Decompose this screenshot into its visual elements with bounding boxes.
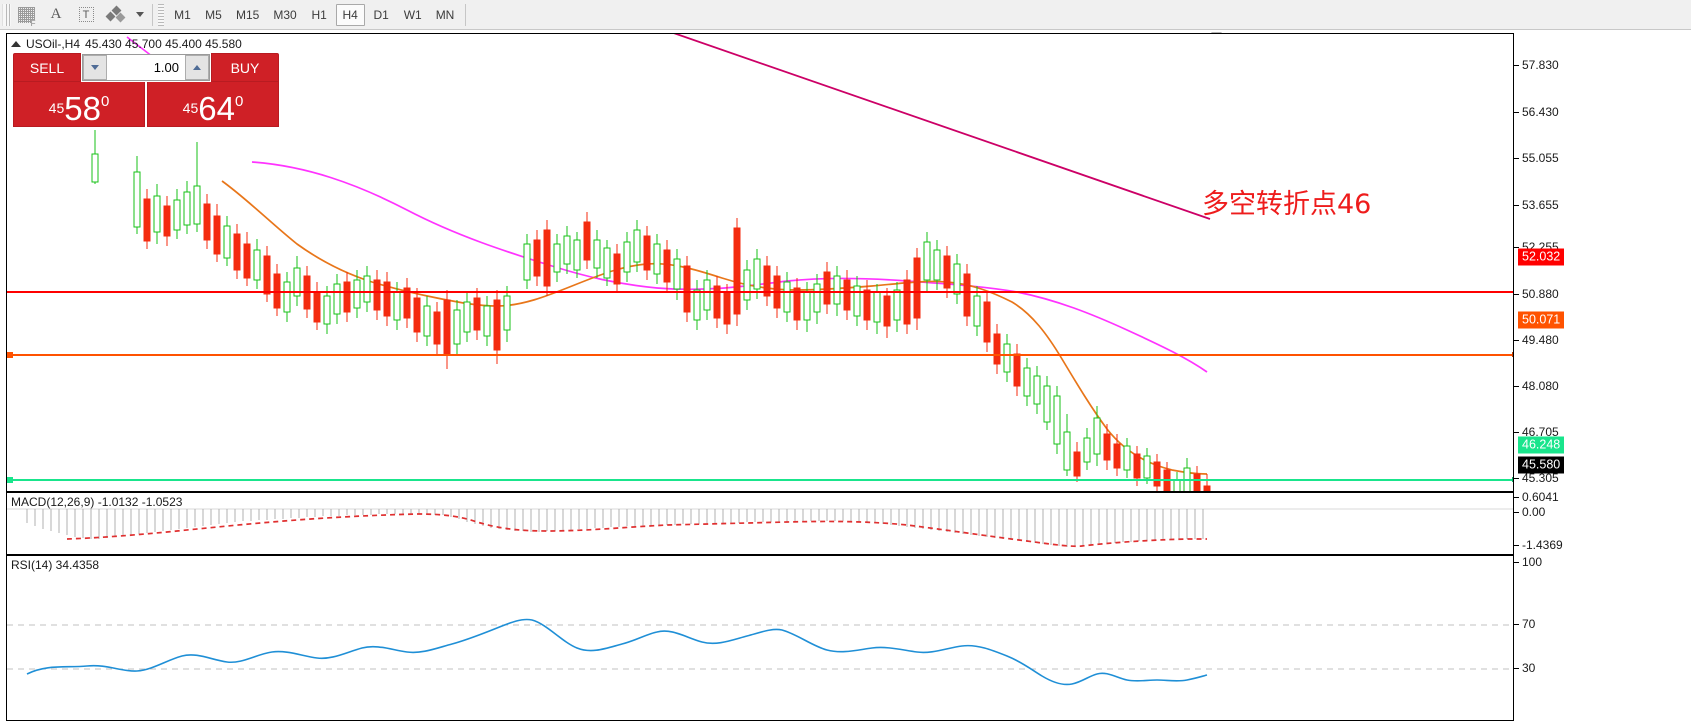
timeframe-d1[interactable]: D1 xyxy=(373,7,389,22)
macd-axis-label-min: -1.4369 xyxy=(1522,538,1563,552)
timeframe-m30[interactable]: M30 xyxy=(273,7,297,22)
timeframe-toolbar-handle[interactable] xyxy=(158,3,164,26)
support-line-46248[interactable] xyxy=(7,477,1513,482)
timeframe-mn[interactable]: MN xyxy=(435,7,455,22)
buy-price-main: 64 xyxy=(198,90,235,127)
support-line-left-knob[interactable] xyxy=(7,477,13,483)
volume-input-group[interactable]: 1.00 xyxy=(82,54,210,81)
objects-icon[interactable] xyxy=(101,2,131,28)
timeframe-m15[interactable]: M15 xyxy=(236,7,260,22)
buy-price-fraction: 0 xyxy=(234,93,244,110)
sell-price-main: 58 xyxy=(64,90,101,127)
rsi-indicator-label: RSI(14) 34.4358 xyxy=(11,558,100,572)
axis-label-50880: 50.880 xyxy=(1522,287,1559,301)
price-separator xyxy=(145,82,147,127)
rsi-chart-svg xyxy=(7,618,1513,686)
pivot-line-left-knob[interactable] xyxy=(7,352,13,358)
toolbar-drag-handle[interactable] xyxy=(2,3,11,26)
axis-label-45305: 45.305 xyxy=(1522,471,1559,485)
axis-label-57830: 57.830 xyxy=(1522,58,1559,72)
sell-button[interactable]: SELL xyxy=(13,53,81,82)
rsi-panel[interactable]: RSI(14) 34.4358 xyxy=(6,555,1513,721)
macd-axis-label-zero: 0.00 xyxy=(1522,505,1546,519)
pivot-price-tag[interactable]: 50.071 xyxy=(1518,311,1565,329)
macd-axis-label-max: 0.6041 xyxy=(1522,490,1559,504)
resistance-price-tag[interactable]: 52.032 xyxy=(1518,248,1565,266)
sell-price-display[interactable]: 45 58 0 xyxy=(13,82,145,127)
collapse-triangle-icon[interactable] xyxy=(11,41,21,47)
axis-label-55055: 55.055 xyxy=(1522,151,1559,165)
rsi-axis-label-70: 70 xyxy=(1522,617,1536,631)
timeframe-m1[interactable]: M1 xyxy=(174,7,191,22)
crosshair-icon[interactable] xyxy=(11,2,41,28)
rsi-axis-label-100: 100 xyxy=(1522,555,1543,569)
volume-decrease-button[interactable] xyxy=(83,55,107,80)
timeframe-h1[interactable]: H1 xyxy=(311,7,327,22)
axis-label-48080: 48.080 xyxy=(1522,379,1559,393)
pivot-line-50071[interactable] xyxy=(7,352,1513,357)
rsi-axis-label-30: 30 xyxy=(1522,661,1536,675)
buy-price-display[interactable]: 45 64 0 xyxy=(147,82,279,127)
toolbar-separator xyxy=(152,3,153,26)
axis-label-49480: 49.480 xyxy=(1522,333,1559,347)
axis-label-53655: 53.655 xyxy=(1522,198,1559,212)
sell-price-fraction: 0 xyxy=(100,93,110,110)
timeframe-m5[interactable]: M5 xyxy=(205,7,222,22)
macd-panel[interactable]: MACD(12,26,9) -1.0132 -1.0523 xyxy=(6,492,1513,555)
volume-input[interactable]: 1.00 xyxy=(153,60,179,75)
chart-symbol-label: USOil-,H4 xyxy=(26,37,81,51)
buy-button[interactable]: BUY xyxy=(211,53,279,82)
text-object-icon[interactable]: T xyxy=(71,2,101,28)
macd-chart-svg xyxy=(7,508,1513,548)
chart-ohlc-values: 45.430 45.700 45.400 45.580 xyxy=(85,37,242,51)
resistance-line-52032[interactable] xyxy=(7,291,1513,293)
objects-dropdown-icon[interactable] xyxy=(131,2,147,28)
price-chart-panel[interactable]: USOil-,H4 45.430 45.700 45.400 45.580 多空… xyxy=(6,33,1513,492)
sell-price-prefix: 45 xyxy=(48,100,65,116)
current-bid-price-tag: 45.580 xyxy=(1518,456,1565,474)
toolbar-separator-end xyxy=(465,3,467,26)
timeframe-h4[interactable]: H4 xyxy=(335,3,365,26)
price-axis[interactable]: 57.830 56.430 55.055 53.655 52.255 50.88… xyxy=(1513,33,1685,721)
buy-price-prefix: 45 xyxy=(182,100,199,116)
volume-increase-button[interactable] xyxy=(185,55,209,80)
text-label-icon[interactable]: A xyxy=(50,6,62,22)
support-price-tag[interactable]: 46.248 xyxy=(1518,436,1565,454)
timeframe-w1[interactable]: W1 xyxy=(403,7,422,22)
one-click-trading-panel[interactable]: SELL 1.00 BUY 45 58 0 45 64 0 xyxy=(13,53,279,127)
chart-area[interactable]: USOil-,H4 45.430 45.700 45.400 45.580 多空… xyxy=(6,32,1685,721)
chart-symbol-header: USOil-,H4 45.430 45.700 45.400 45.580 xyxy=(11,37,242,51)
macd-indicator-label: MACD(12,26,9) -1.0132 -1.0523 xyxy=(11,495,183,509)
axis-label-56430: 56.430 xyxy=(1522,105,1559,119)
main-toolbar: A T M1 M5 M15 M30 H1 H4 D1 W1 MN xyxy=(0,0,1691,30)
axis-label-46705: 46.705 xyxy=(1522,425,1559,439)
chart-annotation-text[interactable]: 多空转折点46 xyxy=(1202,189,1372,220)
